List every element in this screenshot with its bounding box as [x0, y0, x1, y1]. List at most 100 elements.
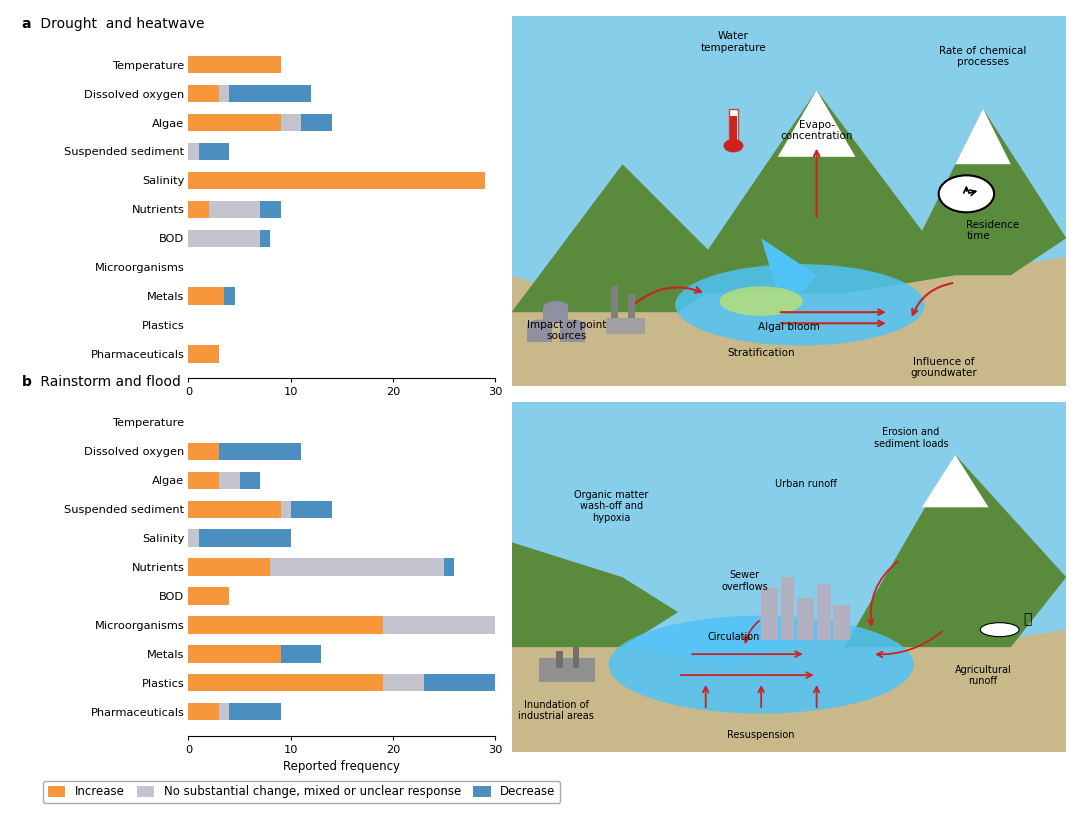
- Polygon shape: [778, 90, 855, 157]
- Text: Impact of point
sources: Impact of point sources: [528, 320, 606, 341]
- Bar: [188, 616, 382, 633]
- Text: Rate of chemical
processes: Rate of chemical processes: [939, 46, 1026, 67]
- Bar: [188, 114, 280, 131]
- Bar: [188, 587, 229, 605]
- Bar: [188, 229, 260, 247]
- Polygon shape: [955, 109, 1010, 164]
- Bar: [628, 293, 634, 320]
- Text: Circulation: Circulation: [708, 632, 759, 641]
- Bar: [606, 318, 645, 334]
- Bar: [239, 472, 261, 489]
- Polygon shape: [679, 90, 955, 293]
- Polygon shape: [512, 257, 1066, 386]
- Bar: [198, 143, 229, 160]
- Legend: Increase, No substantial change, mixed or unclear response, Decrease: Increase, No substantial change, mixed o…: [43, 780, 560, 803]
- Bar: [382, 616, 495, 633]
- Bar: [188, 288, 224, 305]
- Bar: [527, 325, 551, 341]
- Polygon shape: [512, 164, 733, 312]
- Polygon shape: [899, 109, 1066, 275]
- Bar: [834, 605, 850, 640]
- Bar: [188, 501, 280, 518]
- Text: Residence
time: Residence time: [966, 220, 1020, 241]
- Bar: [382, 674, 423, 692]
- Text: Erosion and
sediment loads: Erosion and sediment loads: [873, 427, 948, 449]
- Polygon shape: [844, 454, 1066, 647]
- Bar: [761, 588, 778, 640]
- Ellipse shape: [544, 301, 569, 312]
- Bar: [220, 85, 229, 102]
- Text: Influence of
groundwater: Influence of groundwater: [911, 357, 978, 379]
- Bar: [797, 598, 814, 640]
- Bar: [560, 325, 585, 341]
- Bar: [188, 172, 485, 189]
- Text: Resuspension: Resuspension: [727, 729, 795, 740]
- Bar: [188, 559, 270, 576]
- Bar: [730, 116, 737, 144]
- Text: a: a: [22, 17, 31, 31]
- Bar: [224, 288, 235, 305]
- Text: b: b: [22, 375, 31, 389]
- Bar: [220, 442, 300, 460]
- Bar: [291, 501, 332, 518]
- Circle shape: [724, 139, 743, 152]
- Bar: [188, 85, 220, 102]
- Polygon shape: [761, 238, 816, 293]
- Bar: [612, 286, 618, 320]
- Text: Water
temperature: Water temperature: [701, 31, 766, 53]
- Ellipse shape: [675, 264, 925, 346]
- Bar: [188, 201, 209, 218]
- Bar: [188, 442, 220, 460]
- Bar: [188, 56, 280, 73]
- Bar: [198, 529, 291, 547]
- Bar: [188, 674, 382, 692]
- Text: Urban runoff: Urban runoff: [774, 480, 837, 489]
- Ellipse shape: [527, 320, 551, 331]
- Bar: [188, 143, 198, 160]
- Bar: [229, 85, 311, 102]
- Bar: [188, 529, 198, 547]
- Circle shape: [939, 176, 994, 212]
- Bar: [220, 472, 239, 489]
- Bar: [209, 201, 260, 218]
- Text: Drought  and heatwave: Drought and heatwave: [36, 17, 204, 31]
- Bar: [300, 114, 332, 131]
- Bar: [781, 577, 795, 640]
- Bar: [220, 703, 229, 720]
- Bar: [270, 559, 444, 576]
- Bar: [280, 646, 321, 663]
- Bar: [229, 703, 280, 720]
- Polygon shape: [512, 629, 1066, 752]
- Bar: [280, 114, 300, 131]
- Bar: [544, 307, 569, 324]
- Text: Stratification: Stratification: [727, 348, 795, 358]
- Ellipse shape: [609, 615, 913, 714]
- X-axis label: Reported frequency: Reported frequency: [283, 402, 401, 415]
- Bar: [188, 703, 220, 720]
- Text: Evapo-
concentration: Evapo- concentration: [781, 120, 853, 141]
- Bar: [444, 559, 454, 576]
- Text: 🌾: 🌾: [1023, 612, 1032, 626]
- Bar: [729, 109, 738, 146]
- Bar: [573, 647, 579, 668]
- Bar: [188, 346, 220, 363]
- X-axis label: Reported frequency: Reported frequency: [283, 760, 401, 773]
- Text: Sewer
overflows: Sewer overflows: [722, 570, 768, 592]
- Ellipse shape: [560, 320, 585, 331]
- Bar: [260, 201, 280, 218]
- Text: Rainstorm and flood: Rainstorm and flood: [36, 375, 181, 389]
- Bar: [816, 585, 830, 640]
- Text: Inundation of
industrial areas: Inundation of industrial areas: [518, 699, 593, 721]
- Bar: [423, 674, 495, 692]
- Ellipse shape: [719, 286, 802, 316]
- Polygon shape: [512, 542, 679, 647]
- Text: Algal bloom: Algal bloom: [758, 322, 820, 332]
- Bar: [540, 658, 595, 682]
- Polygon shape: [922, 454, 989, 507]
- Text: Organic matter
wash-off and
hypoxia: Organic matter wash-off and hypoxia: [574, 489, 648, 523]
- Bar: [280, 501, 291, 518]
- Bar: [188, 646, 280, 663]
- Bar: [188, 472, 220, 489]
- Bar: [556, 650, 562, 668]
- Text: Agricultural
runoff: Agricultural runoff: [954, 665, 1011, 686]
